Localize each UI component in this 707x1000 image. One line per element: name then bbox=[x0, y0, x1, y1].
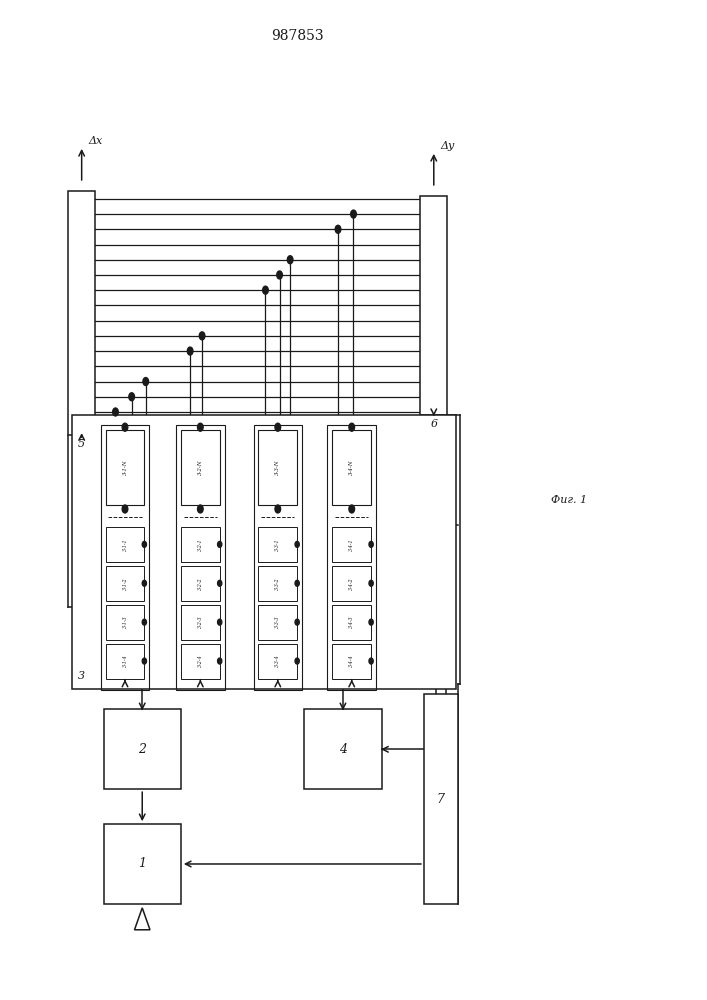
Bar bbox=[332, 527, 371, 562]
Circle shape bbox=[142, 619, 146, 625]
Bar bbox=[332, 566, 371, 601]
Circle shape bbox=[122, 505, 128, 513]
Circle shape bbox=[218, 619, 222, 625]
Text: 7: 7 bbox=[437, 793, 445, 806]
Circle shape bbox=[295, 619, 299, 625]
Text: 3-2-1: 3-2-1 bbox=[198, 538, 203, 551]
Circle shape bbox=[369, 658, 373, 664]
Circle shape bbox=[351, 210, 356, 218]
Circle shape bbox=[142, 580, 146, 586]
Text: 3-1-3: 3-1-3 bbox=[122, 616, 127, 628]
Bar bbox=[424, 694, 457, 904]
Circle shape bbox=[129, 393, 134, 401]
Bar bbox=[332, 644, 371, 679]
Bar bbox=[105, 644, 144, 679]
Circle shape bbox=[142, 541, 146, 547]
Circle shape bbox=[275, 423, 281, 431]
Circle shape bbox=[218, 580, 222, 586]
Text: 3-4-N: 3-4-N bbox=[349, 460, 354, 475]
Text: 6: 6 bbox=[431, 419, 438, 429]
Text: 3-4-2: 3-4-2 bbox=[349, 577, 354, 590]
Text: 3-3-2: 3-3-2 bbox=[275, 577, 280, 590]
Text: 3-2-3: 3-2-3 bbox=[198, 616, 203, 628]
Text: 3-4-3: 3-4-3 bbox=[349, 616, 354, 628]
Bar bbox=[105, 430, 144, 505]
Text: 3-1-4: 3-1-4 bbox=[122, 655, 127, 667]
Circle shape bbox=[143, 378, 148, 386]
Text: 3-2-N: 3-2-N bbox=[198, 460, 203, 475]
Text: Фиг. 1: Фиг. 1 bbox=[551, 495, 587, 505]
Circle shape bbox=[122, 423, 128, 431]
Bar bbox=[105, 566, 144, 601]
Text: 4: 4 bbox=[339, 743, 347, 756]
Bar bbox=[181, 527, 220, 562]
Text: 987853: 987853 bbox=[271, 29, 324, 43]
Circle shape bbox=[218, 541, 222, 547]
Bar bbox=[421, 196, 447, 415]
Bar bbox=[72, 415, 455, 689]
Text: 3: 3 bbox=[78, 671, 85, 681]
Bar bbox=[181, 605, 220, 640]
Bar bbox=[103, 824, 181, 904]
Circle shape bbox=[276, 271, 282, 279]
Circle shape bbox=[142, 658, 146, 664]
Circle shape bbox=[295, 658, 299, 664]
Circle shape bbox=[197, 505, 203, 513]
Circle shape bbox=[112, 408, 118, 416]
Text: 3-1-1: 3-1-1 bbox=[122, 538, 127, 551]
Circle shape bbox=[335, 225, 341, 233]
Circle shape bbox=[197, 423, 203, 431]
Text: 3-3-N: 3-3-N bbox=[275, 460, 280, 475]
Bar bbox=[100, 425, 149, 690]
Bar bbox=[105, 605, 144, 640]
Circle shape bbox=[369, 619, 373, 625]
Bar bbox=[254, 425, 302, 690]
Circle shape bbox=[275, 505, 281, 513]
Text: 3-2-2: 3-2-2 bbox=[198, 577, 203, 590]
Circle shape bbox=[295, 541, 299, 547]
Circle shape bbox=[263, 286, 268, 294]
Bar bbox=[105, 527, 144, 562]
Bar bbox=[332, 605, 371, 640]
Bar bbox=[327, 425, 376, 690]
Bar bbox=[103, 709, 181, 789]
Text: 3-4-1: 3-4-1 bbox=[349, 538, 354, 551]
Circle shape bbox=[369, 541, 373, 547]
Circle shape bbox=[287, 256, 293, 264]
Text: 3-2-4: 3-2-4 bbox=[198, 655, 203, 667]
Bar bbox=[259, 527, 297, 562]
Circle shape bbox=[349, 423, 354, 431]
Bar bbox=[181, 566, 220, 601]
Text: 1: 1 bbox=[139, 857, 146, 870]
Bar bbox=[259, 644, 297, 679]
Bar bbox=[259, 605, 297, 640]
Bar bbox=[304, 709, 382, 789]
Text: 3-3-4: 3-3-4 bbox=[275, 655, 280, 667]
Bar bbox=[259, 566, 297, 601]
Text: Δx: Δx bbox=[88, 136, 103, 146]
Bar bbox=[181, 644, 220, 679]
Bar bbox=[332, 430, 371, 505]
Circle shape bbox=[349, 505, 354, 513]
Circle shape bbox=[187, 347, 193, 355]
Text: 3-3-1: 3-3-1 bbox=[275, 538, 280, 551]
Text: 3-1-2: 3-1-2 bbox=[122, 577, 127, 590]
Text: 3-4-4: 3-4-4 bbox=[349, 655, 354, 667]
Text: 5: 5 bbox=[78, 439, 86, 449]
Text: 2: 2 bbox=[139, 743, 146, 756]
Bar bbox=[259, 430, 297, 505]
Circle shape bbox=[369, 580, 373, 586]
Bar bbox=[181, 430, 220, 505]
Text: 3-1-N: 3-1-N bbox=[122, 460, 127, 475]
Circle shape bbox=[295, 580, 299, 586]
Text: 3-3-3: 3-3-3 bbox=[275, 616, 280, 628]
Circle shape bbox=[199, 332, 205, 340]
Circle shape bbox=[218, 658, 222, 664]
Text: Δy: Δy bbox=[441, 141, 455, 151]
Bar bbox=[176, 425, 225, 690]
Bar bbox=[69, 191, 95, 435]
